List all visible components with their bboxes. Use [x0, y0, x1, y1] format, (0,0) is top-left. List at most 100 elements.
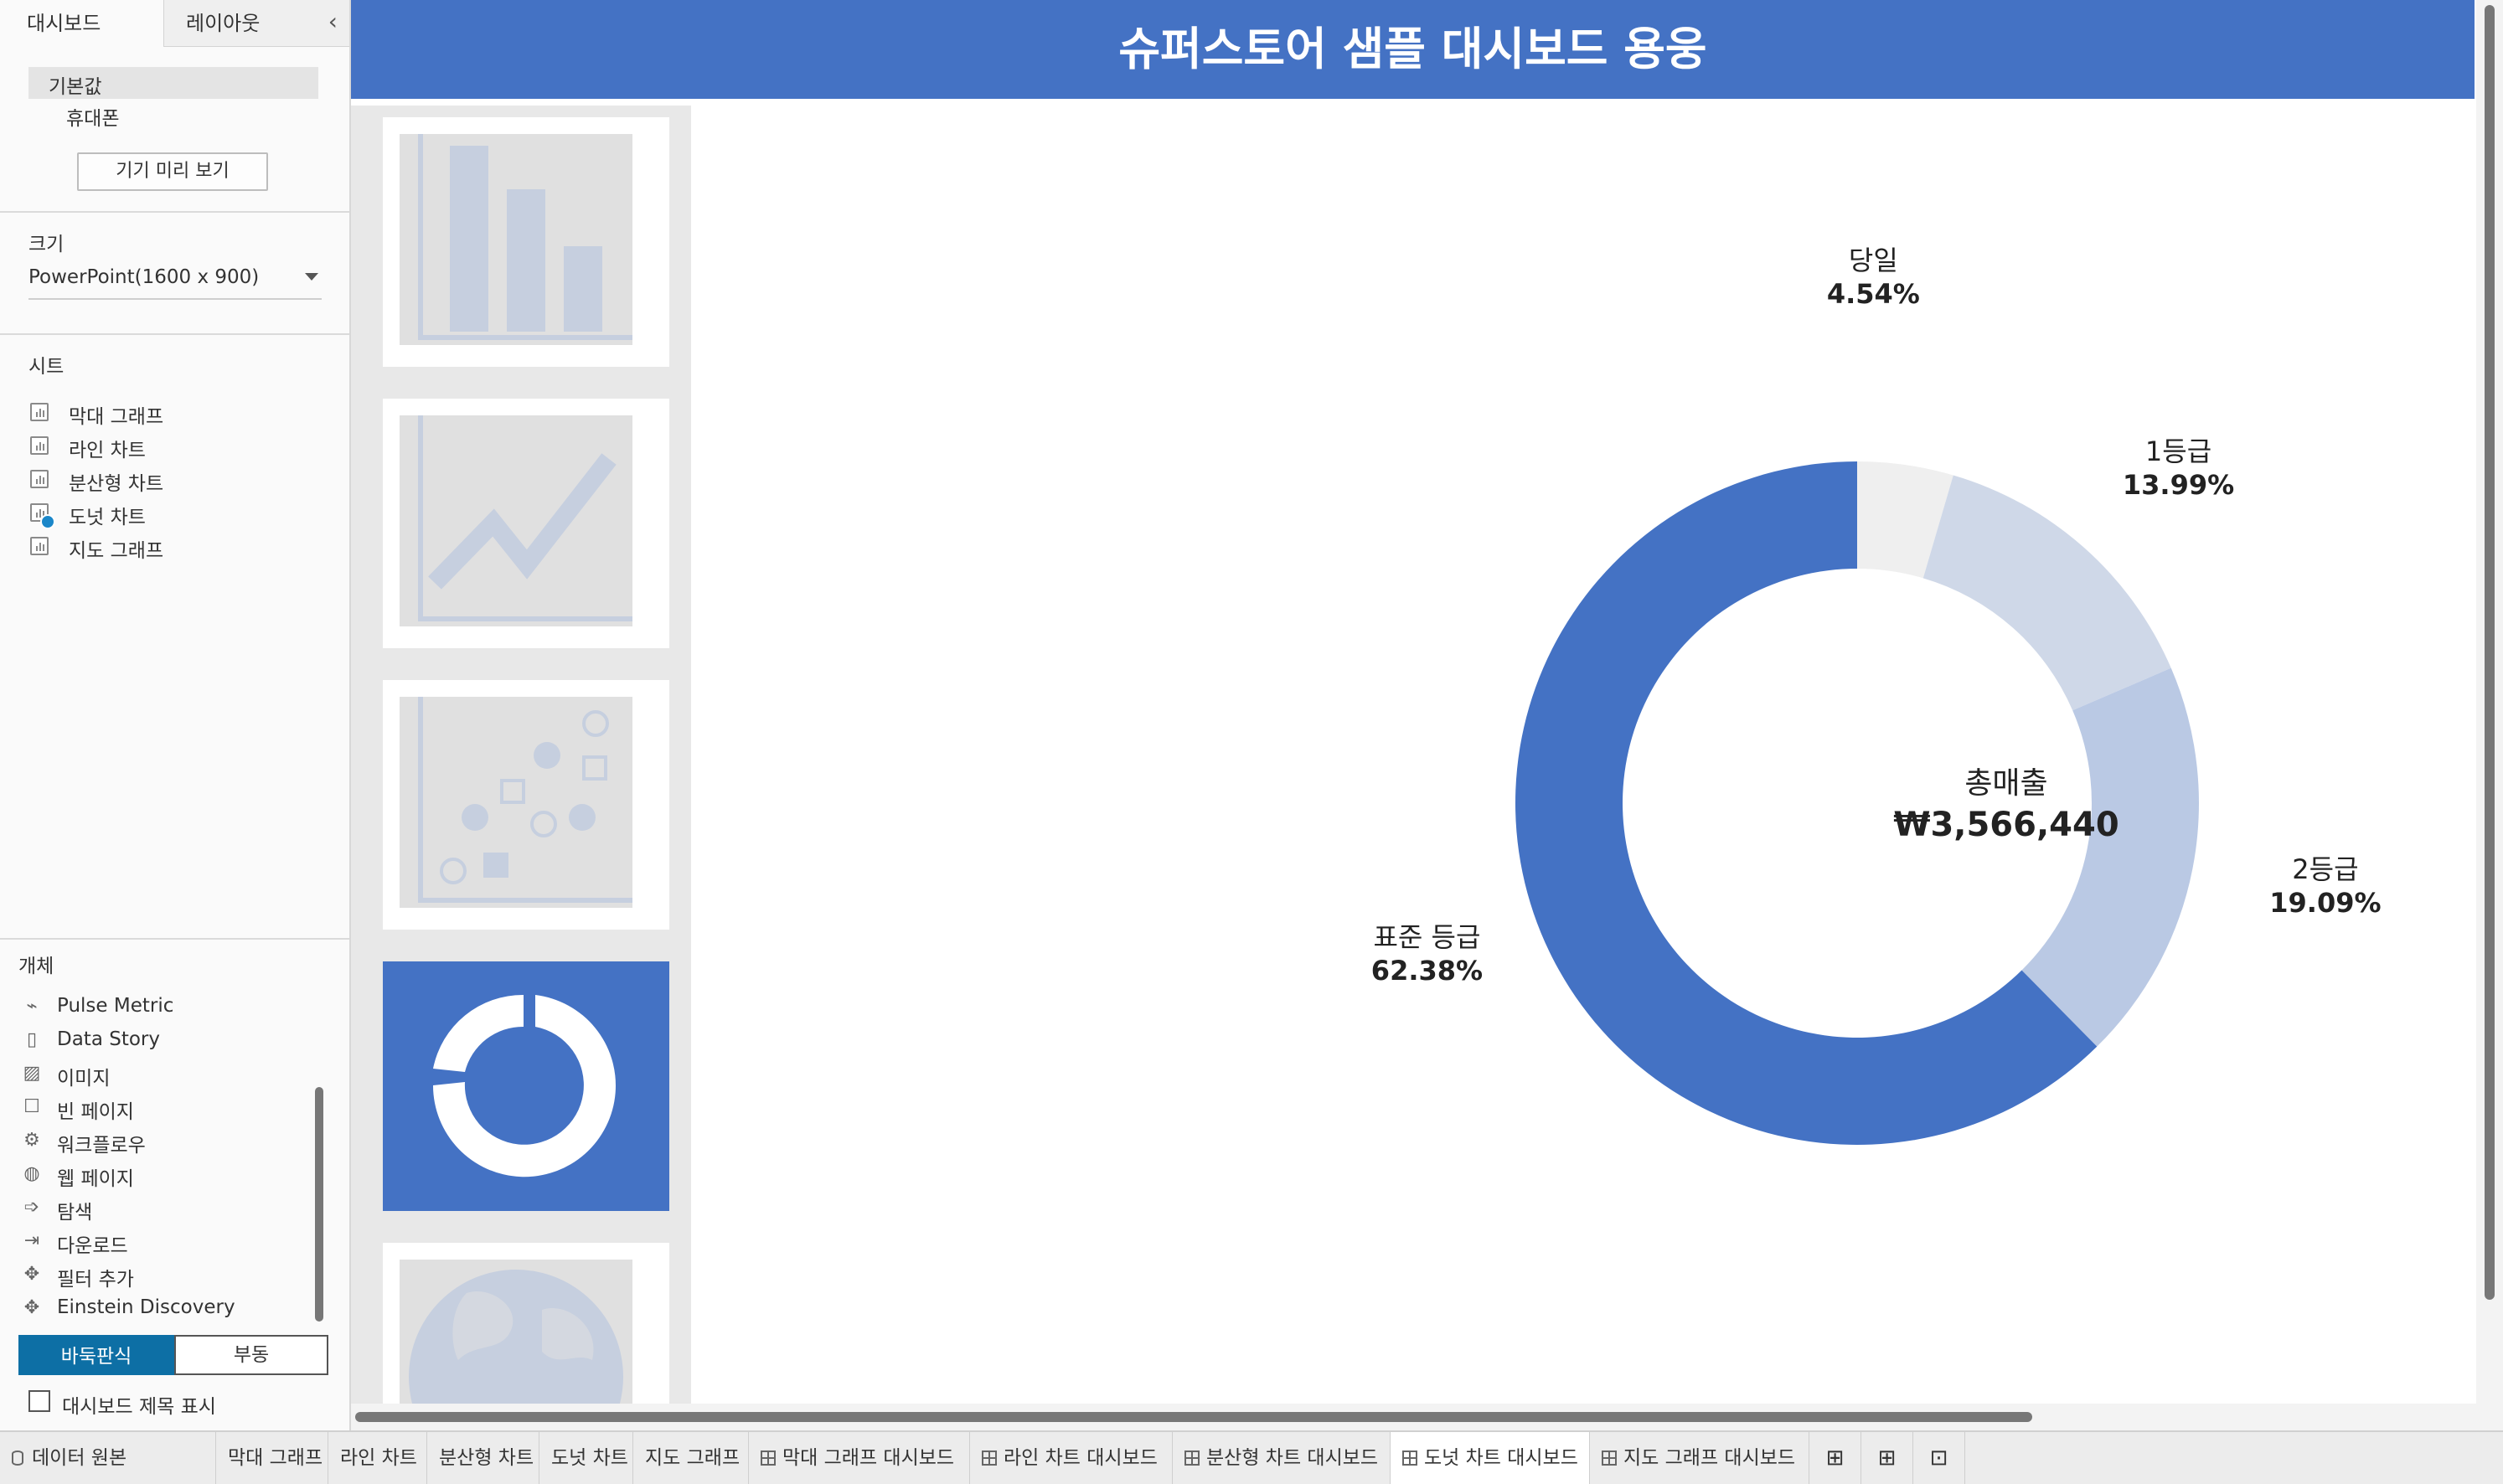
vertical-scrollbar[interactable]: [2485, 5, 2495, 1300]
floating-toggle-button[interactable]: 부동: [174, 1335, 328, 1375]
object-list-label: Data Story: [57, 1028, 160, 1050]
slice-category-label: 1등급: [2144, 435, 2212, 467]
sheet-list-label: 지도 그래프: [69, 540, 164, 562]
tab-line-chart-dashboard-label: 라인 차트 대시보드: [1004, 1447, 1158, 1469]
tab-map-chart[interactable]: 지도 그래프: [633, 1432, 749, 1484]
device-default[interactable]: 기본값: [49, 76, 102, 98]
tab-scatter-chart-dashboard[interactable]: 분산형 차트 대시보드: [1173, 1432, 1391, 1484]
chevron-down-icon: [305, 273, 318, 281]
slice-category-label: 2등급: [2292, 853, 2359, 885]
object-list-label: 탐색: [57, 1202, 93, 1224]
tab-donut-chart[interactable]: 도넛 차트: [539, 1432, 633, 1484]
sheet-list-item[interactable]: 분산형 차트: [30, 466, 315, 495]
sheet-list-label: 막대 그래프: [69, 406, 164, 428]
donut-chart-thumbnail-icon: [432, 994, 616, 1177]
tab-bar-chart[interactable]: 막대 그래프: [216, 1432, 328, 1484]
size-dropdown-value: PowerPoint(1600 x 900): [28, 266, 260, 288]
dashboard-grid-icon: [1184, 1451, 1200, 1466]
new-dashboard-icon[interactable]: ⊞: [1861, 1432, 1913, 1484]
tab-scatter-chart[interactable]: 분산형 차트: [427, 1432, 539, 1484]
object-list-item[interactable]: ⚙ 워크플로우: [22, 1127, 307, 1157]
new-worksheet-icon[interactable]: ⊞: [1809, 1432, 1861, 1484]
download-icon: ⇥: [23, 1230, 40, 1251]
globe-icon: ◍: [23, 1163, 40, 1184]
donut-slice-label: 표준 등급 62.38%: [1343, 916, 1510, 987]
slice-category-label: 당일: [1848, 244, 1898, 276]
new-story-icon[interactable]: ⊡: [1913, 1432, 1965, 1484]
tab-data-source-label: 데이터 원본: [32, 1447, 127, 1469]
sheet-list-item[interactable]: 라인 차트: [30, 432, 315, 461]
sheet-list-item[interactable]: 막대 그래프: [30, 399, 315, 428]
tab-line-chart-dashboard[interactable]: 라인 차트 대시보드: [970, 1432, 1173, 1484]
pulse-metric-icon: ⌁: [26, 996, 38, 1017]
donut-slice-label: 1등급 13.99%: [2095, 430, 2263, 501]
device-phone[interactable]: 휴대폰: [66, 108, 120, 130]
donut-slice[interactable]: [2021, 667, 2199, 1047]
einstein-icon: ✥: [23, 1297, 40, 1318]
object-list-item[interactable]: ➩ 탐색: [22, 1194, 307, 1224]
donut-slice-label: 당일 4.54%: [1789, 240, 1957, 310]
object-list-item[interactable]: ☐ 빈 페이지: [22, 1094, 307, 1124]
object-list-label: 필터 추가: [57, 1269, 134, 1291]
object-list-item[interactable]: ◍ 웹 페이지: [22, 1161, 307, 1191]
object-list-item[interactable]: ⇥ 다운로드: [22, 1228, 307, 1258]
show-title-label: 대시보드 제목 표시: [62, 1396, 216, 1418]
donut-slice-label: 2등급 19.09%: [2242, 848, 2409, 919]
dashboard-grid-icon: [761, 1451, 776, 1466]
globe-thumbnail-icon: [400, 1260, 632, 1404]
sheet-list-label: 라인 차트: [69, 440, 146, 461]
bar-chart-thumbnail-icon: [400, 134, 632, 345]
object-list-label: 워크플로우: [57, 1135, 146, 1157]
tiled-toggle-button[interactable]: 바둑판식: [18, 1335, 174, 1375]
object-list-label: Einstein Discovery: [57, 1296, 235, 1318]
image-icon: ▨: [23, 1063, 41, 1084]
tab-bar-chart-dashboard[interactable]: 막대 그래프 대시보드: [749, 1432, 970, 1484]
size-section-title: 크기: [28, 234, 65, 255]
tab-line-chart[interactable]: 라인 차트: [328, 1432, 427, 1484]
object-list-item[interactable]: ⌁ Pulse Metric: [22, 993, 307, 1022]
donut-slice[interactable]: [1515, 461, 2098, 1145]
object-list-label: 빈 페이지: [57, 1101, 134, 1123]
tab-data-source[interactable]: 데이터 원본: [0, 1432, 216, 1484]
objects-section-title: 개체: [18, 956, 54, 977]
tab-dashboard[interactable]: 대시보드: [0, 0, 164, 47]
object-list-item[interactable]: ▨ 이미지: [22, 1060, 307, 1090]
tab-donut-chart-dashboard[interactable]: 도넛 차트 대시보드: [1391, 1432, 1590, 1484]
tab-bar-chart-dashboard-label: 막대 그래프 대시보드: [782, 1447, 955, 1469]
device-preview-button[interactable]: 기기 미리 보기: [77, 152, 268, 191]
side-panel-tabs: 대시보드 레이아웃 ‹: [0, 0, 349, 47]
nav-donut-chart-button[interactable]: [383, 961, 669, 1211]
total-sales-center-label: 총매출 ₩3,566,440: [1839, 759, 2174, 844]
nav-scatter-chart-button[interactable]: [383, 680, 669, 930]
collapse-panel-icon[interactable]: ‹: [328, 8, 338, 35]
workflow-icon: ⚙: [23, 1130, 40, 1151]
worksheet-icon: [30, 436, 49, 455]
nav-line-chart-button[interactable]: [383, 399, 669, 648]
object-list-item[interactable]: ▯ Data Story: [22, 1027, 307, 1055]
device-default-row[interactable]: [28, 67, 318, 99]
object-list-label: Pulse Metric: [57, 995, 174, 1017]
object-list-item[interactable]: ✥ Einstein Discovery: [22, 1295, 307, 1323]
line-chart-thumbnail-icon: [400, 415, 632, 626]
tab-layout[interactable]: 레이아웃: [164, 0, 349, 47]
sheet-list-label: 분산형 차트: [69, 473, 164, 495]
nav-bar-chart-button[interactable]: [383, 117, 669, 367]
size-dropdown[interactable]: PowerPoint(1600 x 900): [28, 263, 322, 300]
total-sales-title: 총매출: [1964, 766, 2048, 801]
donut-slice[interactable]: [1922, 475, 2171, 711]
object-list-label: 웹 페이지: [57, 1168, 134, 1190]
dashboard-side-panel: 대시보드 레이아웃 ‹ 기본값 휴대폰 기기 미리 보기 크기 PowerPoi…: [0, 0, 351, 1430]
dashboard-title-bar: 슈퍼스토어 샘플 대시보드 용웅: [351, 0, 2475, 99]
navigation-icon: ➩: [23, 1197, 40, 1218]
donut-chart[interactable]: [693, 106, 2475, 1404]
horizontal-scrollbar[interactable]: [355, 1412, 2032, 1422]
tab-map-chart-dashboard[interactable]: 지도 그래프 대시보드: [1590, 1432, 1809, 1484]
nav-map-chart-button[interactable]: [383, 1243, 669, 1404]
sheet-list-item[interactable]: 지도 그래프: [30, 533, 315, 562]
object-list-item[interactable]: ✥ 필터 추가: [22, 1261, 307, 1291]
objects-scrollbar[interactable]: [315, 1087, 323, 1322]
sheet-list-item[interactable]: 도넛 차트: [30, 499, 315, 529]
show-title-checkbox[interactable]: [28, 1390, 50, 1412]
divider: [0, 211, 349, 213]
donut-slice[interactable]: [1857, 461, 1953, 579]
